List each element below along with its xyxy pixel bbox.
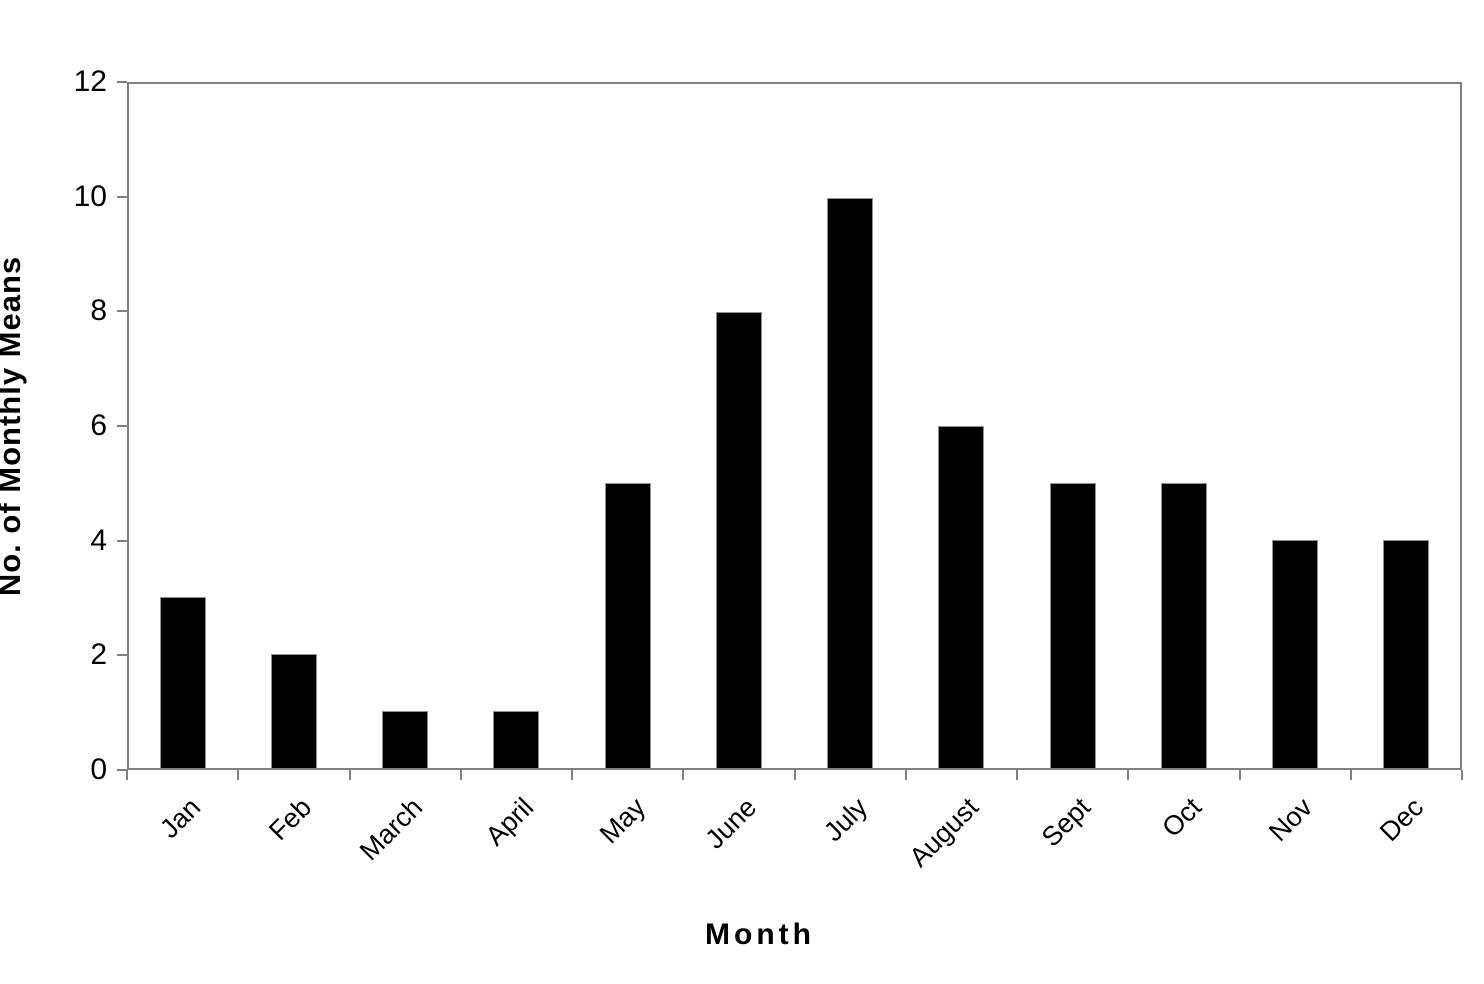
x-tick-mark — [126, 770, 128, 780]
y-tick-mark — [117, 425, 127, 427]
y-tick-mark — [117, 195, 127, 198]
x-tick-mark — [1349, 770, 1352, 780]
bar-march — [382, 711, 429, 768]
y-tick-mark — [117, 539, 127, 542]
x-tick-mark — [1127, 770, 1130, 780]
x-tick-mark — [793, 770, 796, 780]
y-tick-mark — [117, 310, 127, 313]
y-tick-mark — [117, 81, 127, 83]
bar-oct — [1160, 483, 1207, 768]
plot-area — [127, 82, 1462, 770]
x-tick-mark — [348, 770, 351, 780]
y-tick-label: 0 — [90, 753, 107, 786]
y-tick-label: 2 — [90, 638, 107, 672]
bar-nov — [1272, 540, 1319, 768]
bar-feb — [270, 654, 317, 768]
bar-april — [493, 711, 540, 768]
x-tick-mark — [237, 770, 240, 780]
y-tick-label: 4 — [90, 523, 107, 557]
x-tick-mark — [1016, 770, 1018, 780]
bar-july — [827, 198, 874, 768]
bar-june — [715, 312, 762, 768]
bar-may — [604, 483, 651, 768]
y-tick-mark — [117, 654, 127, 657]
y-tick-label: 6 — [90, 409, 107, 442]
bar-sept — [1049, 483, 1096, 768]
y-tick-mark — [117, 769, 127, 771]
x-tick-mark — [904, 770, 907, 780]
x-tick-mark — [1238, 770, 1241, 780]
bar-jan — [159, 597, 206, 768]
bar-dec — [1383, 540, 1430, 768]
y-tick-label: 8 — [90, 294, 107, 328]
x-axis-title: Month — [705, 918, 815, 951]
x-tick-mark — [1461, 770, 1463, 780]
bar-august — [938, 426, 985, 768]
x-tick-mark — [682, 770, 685, 780]
x-tick-mark — [571, 770, 573, 780]
x-tick-mark — [459, 770, 462, 780]
y-tick-label: 10 — [73, 179, 107, 213]
y-tick-label: 12 — [73, 65, 107, 98]
